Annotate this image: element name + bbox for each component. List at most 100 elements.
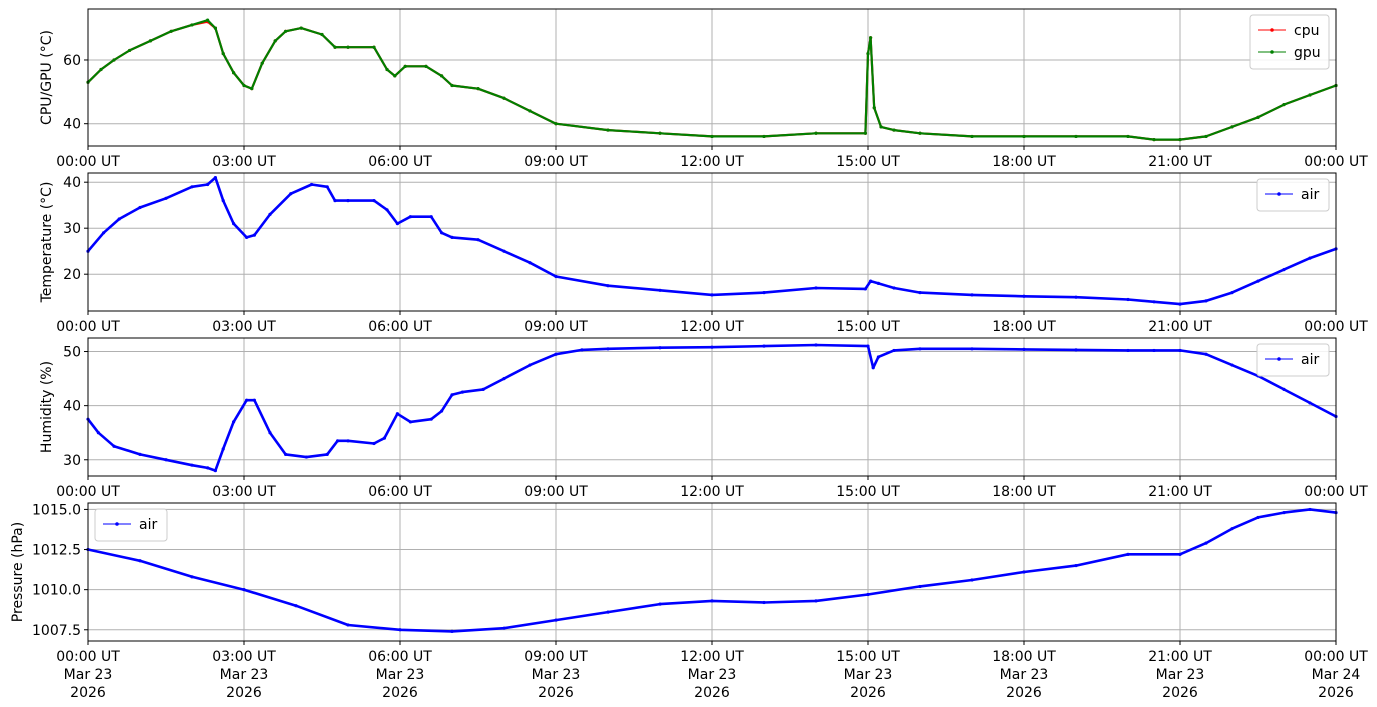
legend-marker-gpu [1270, 50, 1274, 54]
data-point-air [710, 293, 714, 297]
data-point-air [1204, 541, 1208, 545]
y-tick-label: 1010.0 [32, 583, 81, 599]
data-point-air [138, 452, 142, 456]
data-point-air [325, 185, 329, 189]
data-point-air [554, 274, 558, 279]
data-point-gpu [424, 64, 428, 68]
data-point-air [440, 409, 444, 413]
x-tick-label: 00:00 UT [1304, 154, 1368, 170]
data-point-air [762, 344, 766, 348]
data-point-gpu [242, 83, 246, 88]
data-point-air [252, 233, 256, 237]
data-point-gpu [710, 134, 714, 139]
data-point-air [710, 599, 714, 603]
x-tick-label: 00:00 UT [56, 484, 120, 500]
data-point-air [333, 199, 337, 203]
data-point-air [232, 420, 236, 424]
data-point-air [1230, 363, 1234, 367]
data-point-air [346, 199, 350, 203]
data-point-gpu [273, 39, 277, 43]
data-point-air [762, 291, 766, 295]
data-point-air [1152, 348, 1156, 353]
data-point-gpu [970, 134, 974, 139]
data-point-air [1126, 297, 1130, 302]
data-point-air [117, 217, 121, 221]
x-tick-label: 18:00 UT [992, 484, 1056, 500]
data-point-gpu [1230, 125, 1234, 129]
y-tick-label: 60 [63, 53, 81, 69]
x-date-label: Mar 23 [532, 667, 581, 683]
data-point-air [284, 452, 288, 456]
data-point-air [289, 192, 293, 196]
legend-marker-cpu [1270, 28, 1274, 32]
data-point-gpu [450, 83, 454, 88]
data-point-air [528, 261, 532, 265]
data-point-air [382, 436, 386, 440]
x-date-label: 2026 [226, 685, 262, 701]
y-axis-label: Humidity (%) [39, 361, 55, 453]
data-point-gpu [1256, 115, 1260, 119]
data-point-air [346, 623, 350, 627]
data-point-gpu [1282, 102, 1286, 107]
legend-box [1256, 343, 1330, 377]
data-point-air [1152, 300, 1156, 304]
x-tick-label: 03:00 UT [212, 319, 276, 335]
data-point-gpu [658, 131, 662, 135]
data-point-air [876, 281, 881, 285]
data-point-air [554, 352, 558, 356]
data-point-air [1178, 302, 1182, 306]
x-date-label: 2026 [850, 685, 886, 701]
data-point-air [658, 346, 662, 350]
data-point-air [112, 444, 116, 448]
y-axis-label: CPU/GPU (°C) [39, 30, 55, 125]
data-point-air [395, 412, 399, 416]
data-point-air [866, 592, 870, 597]
data-point-air [871, 366, 875, 370]
data-point-gpu [892, 128, 896, 132]
legend-box [1249, 14, 1330, 70]
x-date-label: 2026 [70, 685, 106, 701]
data-point-air [408, 215, 412, 219]
data-point-air [395, 222, 399, 226]
data-point-air [970, 578, 974, 582]
data-point-air [310, 182, 314, 187]
x-tick-label: 06:00 UT [368, 319, 432, 335]
y-tick-label: 40 [63, 117, 81, 133]
data-point-gpu [372, 45, 376, 49]
x-tick-label: 03:00 UT [212, 484, 276, 500]
x-tick-label: 00:00 UT [1304, 319, 1368, 335]
x-tick-label: 09:00 UT [524, 649, 588, 665]
data-point-gpu [99, 67, 103, 72]
x-tick-label: 12:00 UT [680, 319, 744, 335]
data-point-air [398, 628, 402, 632]
data-point-air [221, 447, 225, 451]
panels: 00:00 UT 03:00 UT 06:00 UT 09:00 UT 12:00 UT… [10, 8, 1368, 701]
data-point-air [814, 599, 818, 603]
legend-label-air: air [139, 517, 157, 533]
data-point-air [429, 215, 433, 219]
x-date-label: 2026 [538, 685, 574, 701]
x-date-label: Mar 23 [220, 667, 269, 683]
data-point-air [450, 393, 454, 397]
x-tick-label: 00:00 UT [1304, 649, 1368, 665]
data-point-air [221, 199, 225, 203]
x-date-label: 2026 [1162, 685, 1198, 701]
data-point-air [346, 439, 350, 443]
data-point-air [138, 559, 142, 563]
data-point-air [164, 196, 168, 200]
data-point-air [502, 249, 506, 253]
data-point-air [372, 441, 376, 446]
data-point-gpu [260, 61, 264, 65]
data-point-air [1204, 352, 1208, 356]
x-tick-label: 15:00 UT [836, 484, 900, 500]
data-point-air [1230, 291, 1234, 295]
data-point-air [190, 463, 194, 467]
x-tick-label: 03:00 UT [212, 154, 276, 170]
x-date-label: Mar 23 [844, 667, 893, 683]
x-date-label: Mar 23 [376, 667, 425, 683]
data-point-gpu [206, 18, 210, 22]
data-point-air [1282, 268, 1286, 272]
y-tick-label: 1007.5 [32, 623, 81, 639]
data-point-gpu [128, 48, 132, 53]
data-point-air [1074, 295, 1078, 299]
